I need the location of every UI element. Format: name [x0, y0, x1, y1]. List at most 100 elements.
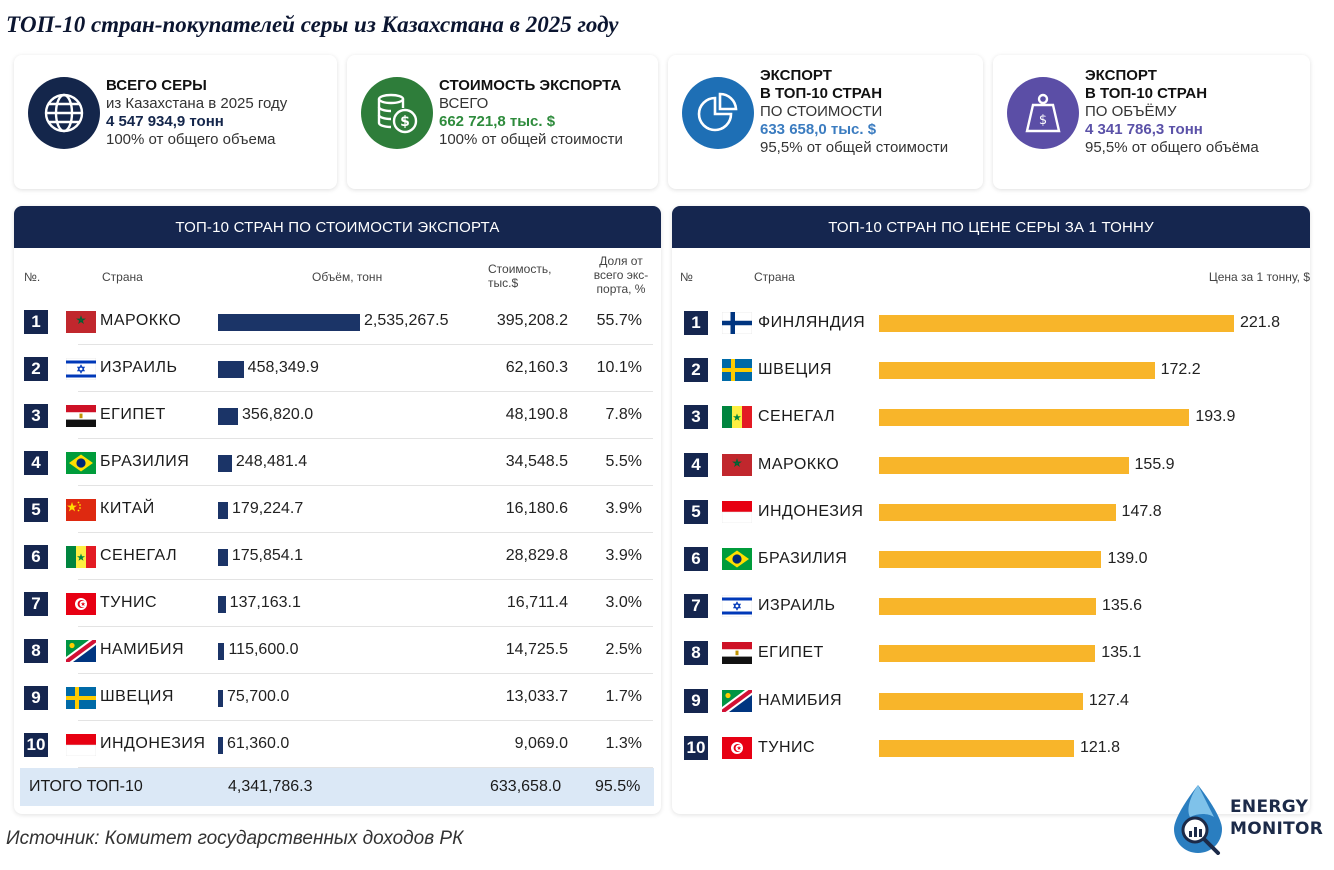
country-name: ИЗРАИЛЬ [758, 597, 836, 615]
country-name: НАМИБИЯ [758, 691, 843, 709]
summary-card-text: СТОИМОСТЬ ЭКСПОРТА ВСЕГО 662 721,8 тыс. $1… [439, 77, 623, 149]
price-bar [879, 739, 1074, 757]
country-name: ШВЕЦИЯ [100, 688, 174, 705]
share-cell: 10.1% [596, 359, 642, 376]
volume-bar [218, 361, 244, 378]
total-label: ИТОГО ТОП-10 [29, 778, 143, 795]
price-bar [879, 315, 1234, 332]
share-cell: 3.9% [605, 547, 642, 564]
price-label: 172.2 [1160, 361, 1201, 379]
summary-line: В ТОП-10 СТРАН [760, 85, 883, 102]
volume-label: 61,360.0 [227, 735, 290, 752]
price-bar [879, 598, 1097, 616]
table-row: 6 СЕНЕГАЛ 175,854.1 28,829.8 3.9% [14, 533, 661, 580]
morocco-flag-icon [722, 453, 752, 476]
row-divider [78, 720, 653, 721]
price-bar [879, 362, 1155, 380]
country-name: КИТАЙ [100, 500, 155, 517]
value-cell: 28,829.8 [505, 547, 568, 564]
country-name: БРАЗИЛИЯ [758, 550, 848, 567]
summary-line: В ТОП-10 СТРАН [1085, 85, 1208, 102]
volume-bar [218, 643, 225, 660]
export-value-table: ТОП-10 СТРАН ПО СТОИМОСТИ ЭКСПОРТА №. Ст… [14, 206, 661, 814]
volume-bar [218, 455, 232, 472]
price-row: 4 МАРОККО 155.9 [672, 441, 1310, 488]
senegal-flag-icon [722, 406, 752, 429]
country-name: БРАЗИЛИЯ [100, 453, 190, 470]
price-row: 10 ТУНИС 121.8 [672, 724, 1310, 771]
summary-line: ПО ОБЪЁМУ [1085, 103, 1177, 120]
svg-text:$: $ [1039, 113, 1047, 128]
volume-bar [218, 314, 360, 331]
rank-badge: 1 [24, 310, 48, 334]
rank-badge: 9 [684, 688, 708, 713]
summary-line: СТОИМОСТЬ ЭКСПОРТА [439, 77, 622, 94]
volume-label: 356,820.0 [241, 406, 314, 423]
volume-bar [218, 549, 228, 566]
table-row: 10 ИНДОНЕЗИЯ 61,360.0 9,069.0 1.3% [14, 721, 661, 768]
row-divider [78, 579, 653, 580]
price-label: 221.8 [1240, 314, 1281, 331]
price-bar [879, 551, 1102, 568]
col-header-price: Цена за 1 тонну, $ [1208, 270, 1310, 284]
volume-bar [218, 408, 238, 425]
brazil-flag-icon [722, 548, 752, 570]
row-divider [78, 532, 653, 533]
israel-flag-icon [722, 595, 752, 618]
country-name: ТУНИС [100, 594, 158, 611]
country-name: ИНДОНЕЗИЯ [758, 502, 864, 520]
energy-monitor-logo: ENERGY MONITOR [1168, 783, 1323, 855]
summary-line: ВСЕГО [439, 95, 489, 112]
rank-badge: 10 [684, 735, 708, 760]
summary-line: 95,5% от общей стоимости [760, 139, 949, 156]
total-value: 633,658.0 [490, 778, 562, 795]
country-name: ШВЕЦИЯ [758, 361, 832, 379]
summary-card-text: ЭКСПОРТ В ТОП-10 СТРАН ПО СТОИМОСТИ 633 658… [760, 67, 948, 157]
rank-badge: 9 [24, 686, 48, 710]
value-cell: 14,725.5 [505, 641, 568, 658]
summary-card-text: ЭКСПОРТ В ТОП-10 СТРАН ПО ОБЪЁМУ 4 341 786,… [1085, 67, 1259, 157]
country-name: МАРОККО [100, 312, 182, 329]
country-name: СЕНЕГАЛ [100, 547, 178, 564]
finland-flag-icon [722, 312, 752, 334]
volume-label: 458,349.9 [247, 359, 319, 376]
summary-line: 95,5% от общего объёма [1085, 139, 1259, 156]
namibia-flag-icon [66, 640, 96, 662]
price-row: 5 ИНДОНЕЗИЯ 147.8 [672, 488, 1310, 535]
sweden-flag-icon [722, 359, 752, 382]
table-row: 3 ЕГИПЕТ 356,820.0 48,190.8 7.8% [14, 392, 661, 439]
share-cell: 1.7% [605, 688, 642, 705]
price-bar [879, 409, 1190, 427]
volume-label: 175,854.1 [231, 547, 304, 564]
rank-badge: 4 [684, 452, 708, 477]
price-label: 155.9 [1134, 455, 1175, 473]
col-header-value: Стоимость, тыс.$ [488, 262, 552, 290]
price-row: 6 БРАЗИЛИЯ 139.0 [672, 535, 1310, 582]
price-label: 139.0 [1107, 550, 1148, 567]
summary-card: ВСЕГО СЕРЫ из Казахстана в 2025 году 4 547… [14, 55, 337, 189]
summary-line: 4 547 934,9 тонн [106, 113, 224, 130]
summary-card: $ ЭКСПОРТ В ТОП-10 СТРАН ПО ОБЪЁМУ 4 341 786… [993, 55, 1310, 189]
table-row: 7 ТУНИС 137,163.1 16,711.4 3.0% [14, 580, 661, 627]
rank-badge: 6 [24, 545, 48, 569]
total-share: 95.5% [595, 778, 641, 795]
col-header-country: Страна [754, 270, 795, 284]
brand-word-energy: ENERGY [1230, 797, 1309, 817]
price-row: 9 НАМИБИЯ 127.4 [672, 677, 1310, 724]
country-name: НАМИБИЯ [100, 641, 185, 658]
row-divider [78, 767, 653, 768]
share-cell: 2.5% [605, 641, 642, 658]
price-label: 135.6 [1102, 597, 1143, 615]
summary-card-text: ВСЕГО СЕРЫ из Казахстана в 2025 году 4 547… [106, 77, 287, 149]
brazil-flag-icon [66, 452, 96, 474]
rank-badge: 3 [684, 405, 708, 430]
total-row: ИТОГО ТОП-10 4,341,786.3 633,658.0 95.5% [20, 768, 654, 806]
volume-bar [218, 596, 226, 613]
egypt-flag-icon [66, 405, 96, 427]
volume-label: 115,600.0 [228, 641, 299, 658]
rank-badge: 8 [24, 639, 48, 663]
col-header-volume: Объём, тонн [312, 270, 383, 284]
weight-dollar-icon: $ [1007, 77, 1079, 149]
israel-flag-icon [66, 358, 96, 380]
indonesia-flag-icon [722, 500, 752, 523]
